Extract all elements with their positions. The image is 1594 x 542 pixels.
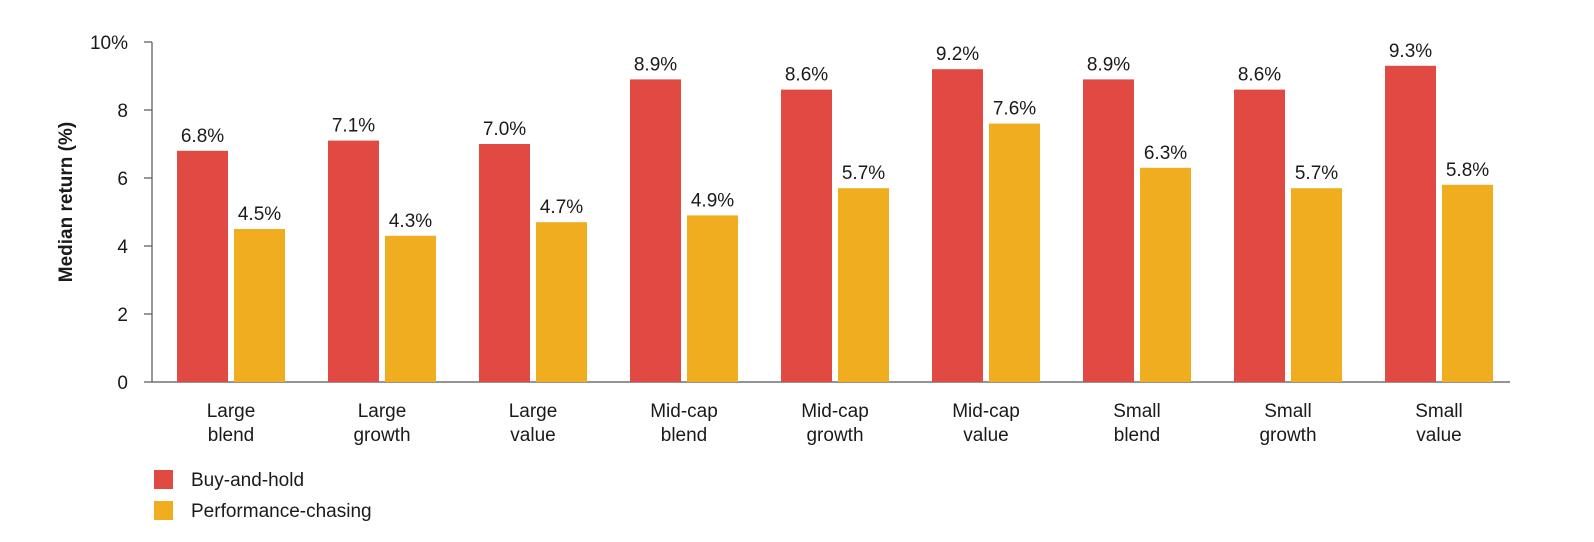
x-tick-label: growth — [353, 425, 410, 446]
x-tick-label: Small — [1415, 401, 1463, 422]
x-tick-label: Small — [1264, 401, 1312, 422]
x-tick-label: Large — [358, 401, 407, 422]
data-label: 4.5% — [238, 204, 281, 225]
legend-label: Performance-chasing — [191, 501, 372, 522]
data-label: 4.3% — [389, 211, 432, 232]
bar-performance-chasing — [536, 222, 587, 382]
bar-buy-and-hold — [177, 150, 228, 382]
bar-performance-chasing — [989, 123, 1040, 382]
data-label: 6.3% — [1144, 143, 1187, 164]
x-tick-label: blend — [208, 425, 255, 446]
data-label: 9.2% — [936, 44, 979, 65]
data-label: 8.9% — [1087, 54, 1130, 75]
legend-swatch — [154, 470, 173, 489]
x-tick-label: value — [963, 425, 1008, 446]
data-label: 7.6% — [993, 99, 1036, 120]
bar-performance-chasing — [385, 235, 436, 382]
bar-buy-and-hold — [1385, 65, 1436, 383]
bar-buy-and-hold — [932, 69, 983, 382]
bar-buy-and-hold — [1083, 79, 1134, 383]
x-axis: Large blend Large growth Large value Mid-cap bl… — [152, 381, 1510, 446]
y-tick-label: 8 — [117, 101, 128, 122]
x-tick-label: Mid-cap — [650, 401, 718, 422]
x-tick-label: Mid-cap — [801, 401, 869, 422]
bar-buy-and-hold — [1234, 89, 1285, 382]
x-tick-label: value — [1416, 425, 1461, 446]
data-label: 8.9% — [634, 54, 677, 75]
data-label: 9.3% — [1389, 41, 1432, 62]
x-tick-label: growth — [806, 425, 863, 446]
bar-performance-chasing — [687, 215, 738, 382]
bar-performance-chasing — [838, 188, 889, 382]
y-tick-label: 6 — [117, 169, 128, 190]
bar-performance-chasing — [1291, 188, 1342, 382]
data-label: 4.9% — [691, 190, 734, 211]
data-label: 6.8% — [181, 126, 224, 147]
data-label: 4.7% — [540, 197, 583, 218]
data-label: 7.0% — [483, 119, 526, 140]
y-tick-label: 2 — [117, 305, 128, 326]
y-tick-label: 0 — [117, 373, 128, 394]
bar-performance-chasing — [1442, 184, 1493, 382]
y-tick-label: 4 — [117, 237, 128, 258]
data-label: 7.1% — [332, 116, 375, 137]
bar-buy-and-hold — [328, 140, 379, 382]
x-tick-label: Mid-cap — [952, 401, 1020, 422]
x-tick-label: growth — [1259, 425, 1316, 446]
data-label: 8.6% — [785, 65, 828, 86]
bar-buy-and-hold — [781, 89, 832, 382]
legend-swatch — [154, 501, 173, 520]
bars: 6.8% 4.5% 7.1% 4.3% 7.0% 4.7% 8.9% 4.9% 8.6% 5.7%… — [177, 41, 1493, 383]
legend-label: Buy-and-hold — [191, 470, 304, 491]
bar-performance-chasing — [234, 229, 285, 382]
x-tick-label: value — [510, 425, 555, 446]
y-tick-label: 10% — [90, 33, 128, 54]
data-label: 5.7% — [842, 163, 885, 184]
bar-buy-and-hold — [630, 79, 681, 383]
legend: Buy-and-hold Performance-chasing — [154, 470, 372, 522]
y-axis-title: Median return (%) — [56, 122, 77, 282]
x-tick-label: blend — [1114, 425, 1161, 446]
bar-performance-chasing — [1140, 167, 1191, 382]
data-label: 5.7% — [1295, 163, 1338, 184]
x-tick-label: Large — [509, 401, 558, 422]
data-label: 8.6% — [1238, 65, 1281, 86]
data-label: 5.8% — [1446, 160, 1489, 181]
x-tick-label: blend — [661, 425, 708, 446]
bar-buy-and-hold — [479, 144, 530, 382]
x-tick-label: Large — [207, 401, 256, 422]
y-axis: 0 2 4 6 8 10% Median return (%) — [56, 33, 153, 394]
x-tick-label: Small — [1113, 401, 1161, 422]
